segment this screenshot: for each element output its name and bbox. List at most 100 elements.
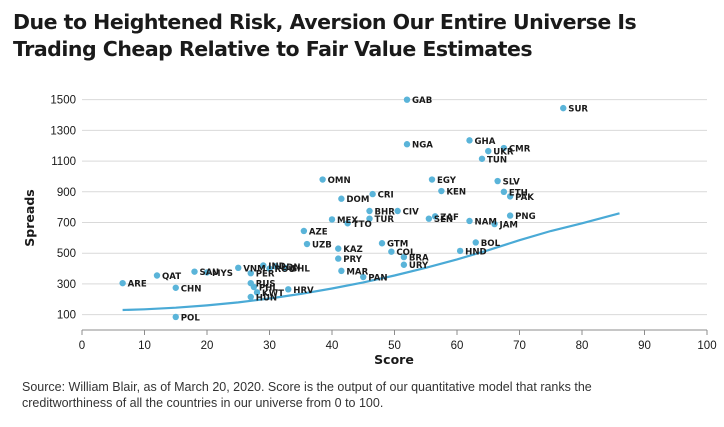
point-label-gha: GHA xyxy=(475,137,496,147)
x-tick-label: 40 xyxy=(326,340,339,352)
point-gtm xyxy=(378,240,386,247)
point-label-pol: POL xyxy=(181,313,201,323)
point-slv xyxy=(494,177,501,185)
point-vnm xyxy=(235,264,242,272)
gridlines xyxy=(82,99,707,331)
point-eth xyxy=(500,188,508,196)
point-nga xyxy=(403,141,411,148)
y-tick-label: 1500 xyxy=(50,95,76,107)
point-gab xyxy=(403,96,411,103)
point-label-ukr: UKR xyxy=(493,148,514,158)
point-label-pan: PAN xyxy=(368,274,387,284)
point-label-rus: RUS xyxy=(256,280,276,290)
y-tick-label: 900 xyxy=(57,187,76,199)
point-label-kwt: KWT xyxy=(262,289,284,299)
x-tick-label: 50 xyxy=(388,340,401,352)
point-label-slv: SLV xyxy=(503,178,520,188)
point-civ xyxy=(394,207,401,215)
point-label-ind: IND xyxy=(268,262,286,272)
point-label-mar: MAR xyxy=(346,267,368,277)
point-hnd xyxy=(456,247,464,255)
point-label-hnd: HND xyxy=(465,247,487,257)
y-tick-label: 1300 xyxy=(50,125,76,137)
point-label-sur: SUR xyxy=(568,105,588,115)
point-sur xyxy=(560,104,567,112)
point-sau xyxy=(191,268,198,275)
point-label-jam: JAM xyxy=(499,221,518,231)
point-ghl xyxy=(281,264,289,272)
point-col xyxy=(388,248,395,255)
x-tick-label: 80 xyxy=(576,340,589,352)
point-qat xyxy=(153,272,161,279)
point-are xyxy=(119,279,126,287)
point-label-bol: BOL xyxy=(481,239,501,249)
point-label-ury: URY xyxy=(409,261,429,271)
point-label-gab: GAB xyxy=(412,96,432,106)
point-chn xyxy=(172,284,179,291)
source-note: Source: William Blair, as of March 20, 2… xyxy=(22,379,712,411)
point-kwt xyxy=(253,289,261,296)
point-label-tto: TTO xyxy=(353,220,372,230)
chart-title-line-2: Trading Cheap Relative to Fair Value Est… xyxy=(13,37,533,61)
point-pan xyxy=(360,273,367,281)
point-gha xyxy=(466,137,473,144)
point-label-ken: KEN xyxy=(446,188,466,198)
y-tick-label: 300 xyxy=(57,279,76,291)
source-note-line-1: Source: William Blair, as of March 20, 2… xyxy=(22,380,592,394)
point-label-vnm: VNM xyxy=(243,264,265,274)
point-zaf xyxy=(431,213,439,220)
x-tick-label: 100 xyxy=(697,340,716,352)
point-pry xyxy=(335,255,342,262)
point-label-civ: CIV xyxy=(403,208,420,218)
y-tick-label: 100 xyxy=(57,310,76,322)
point-ken xyxy=(438,187,445,195)
point-tur xyxy=(366,215,373,222)
y-tick-label: 1100 xyxy=(51,156,76,168)
point-ind xyxy=(260,262,267,269)
y-tick-label: 700 xyxy=(57,218,76,230)
point-phl xyxy=(250,283,258,291)
point-label-are: ARE xyxy=(128,280,147,290)
point-rou xyxy=(266,265,273,272)
point-label-dom: DOM xyxy=(346,195,369,205)
point-jam xyxy=(491,220,498,228)
point-cri xyxy=(369,190,376,198)
point-label-ldn: LDN xyxy=(281,263,301,273)
point-pak xyxy=(506,193,514,200)
x-tick-label: 30 xyxy=(263,340,276,352)
point-nam xyxy=(466,217,473,225)
point-kaz xyxy=(335,245,342,252)
point-label-omn: OMN xyxy=(328,176,351,186)
y-axis-label: Spreads xyxy=(22,189,37,246)
point-label-kaz: KAZ xyxy=(343,245,363,255)
point-label-sen: SEN xyxy=(434,215,453,225)
point-sen xyxy=(425,215,433,222)
point-label-chn: CHN xyxy=(181,284,202,294)
point-label-cri: CRI xyxy=(378,191,394,201)
chart-title-line-1: Due to Heightened Risk, Aversion Our Ent… xyxy=(13,10,637,34)
point-label-eth: ETH xyxy=(509,188,528,198)
point-label-per: PER xyxy=(256,270,275,280)
point-mar xyxy=(338,267,345,275)
data-points xyxy=(119,96,567,321)
point-tto xyxy=(344,220,351,227)
point-label-sau: SAU xyxy=(200,268,220,278)
x-tick-label: 10 xyxy=(138,340,151,352)
point-label-qat: QAT xyxy=(162,272,181,282)
fair-value-curve xyxy=(122,212,620,312)
point-uzb xyxy=(303,240,311,248)
point-bra xyxy=(400,253,408,261)
point-bhr xyxy=(366,207,373,215)
x-tick-label: 90 xyxy=(638,340,651,352)
point-label-rou: ROU xyxy=(275,265,296,275)
point-label-ghl: GHL xyxy=(290,264,310,274)
point-mex xyxy=(328,216,336,223)
point-label-nam: NAM xyxy=(475,217,497,227)
point-mys xyxy=(203,269,211,276)
point-label-mex: MEX xyxy=(337,216,358,226)
point-label-pak: PAK xyxy=(515,193,534,203)
point-label-nga: NGA xyxy=(412,141,433,151)
point-ury xyxy=(400,261,408,268)
